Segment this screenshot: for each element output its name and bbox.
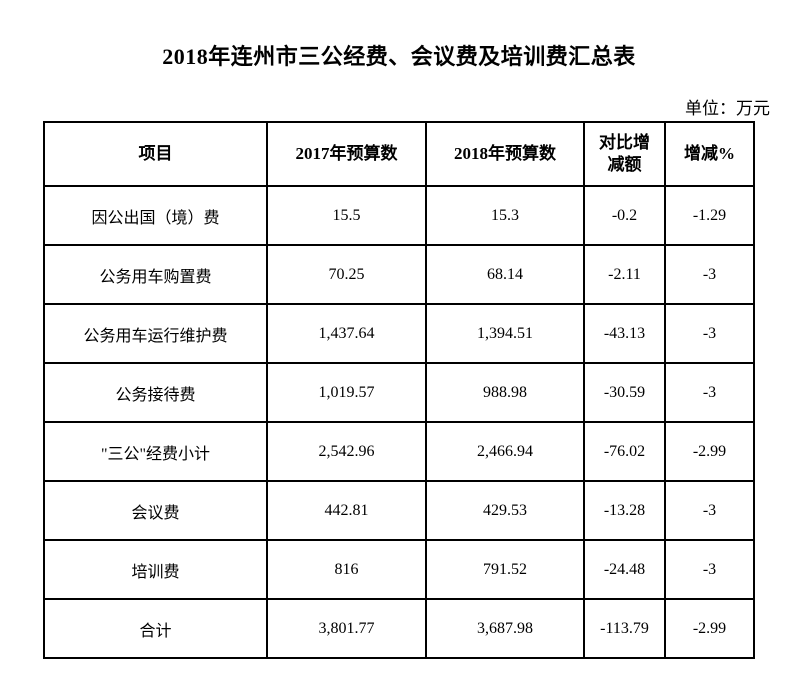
cell-budget-2018: 988.98 [425, 362, 585, 423]
table-row: 公务用车运行维护费 1,437.64 1,394.51 -43.13 -3 [43, 303, 755, 364]
cell-change: -24.48 [583, 539, 666, 600]
cell-budget-2018: 2,466.94 [425, 421, 585, 482]
cell-budget-2017: 1,437.64 [266, 303, 427, 364]
cell-change-pct: -3 [664, 362, 755, 423]
summary-table: 项目 2017年预算数 2018年预算数 对比增减额 增减% 因公出国（境）费 … [43, 121, 755, 659]
cell-budget-2018: 3,687.98 [425, 598, 585, 659]
cell-item: 培训费 [43, 539, 268, 600]
cell-item: 公务用车运行维护费 [43, 303, 268, 364]
cell-change-pct: -2.99 [664, 598, 755, 659]
col-header-budget-2017: 2017年预算数 [266, 121, 427, 187]
cell-change: -0.2 [583, 185, 666, 246]
cell-budget-2018: 1,394.51 [425, 303, 585, 364]
col-header-change-amount: 对比增减额 [583, 121, 666, 187]
cell-budget-2017: 1,019.57 [266, 362, 427, 423]
cell-item: 公务接待费 [43, 362, 268, 423]
header-row: 项目 2017年预算数 2018年预算数 对比增减额 增减% [43, 121, 755, 187]
cell-change: -30.59 [583, 362, 666, 423]
table-row: 会议费 442.81 429.53 -13.28 -3 [43, 480, 755, 541]
cell-change-pct: -1.29 [664, 185, 755, 246]
cell-item: "三公"经费小计 [43, 421, 268, 482]
cell-change-pct: -3 [664, 480, 755, 541]
unit-label: 单位：万元 [685, 99, 770, 118]
cell-item: 会议费 [43, 480, 268, 541]
cell-change: -13.28 [583, 480, 666, 541]
cell-budget-2018: 68.14 [425, 244, 585, 305]
cell-budget-2018: 791.52 [425, 539, 585, 600]
cell-change: -76.02 [583, 421, 666, 482]
cell-change-pct: -3 [664, 539, 755, 600]
table-row: 合计 3,801.77 3,687.98 -113.79 -2.99 [43, 598, 755, 659]
cell-budget-2017: 3,801.77 [266, 598, 427, 659]
col-header-item: 项目 [43, 121, 268, 187]
cell-item: 因公出国（境）费 [43, 185, 268, 246]
cell-budget-2017: 15.5 [266, 185, 427, 246]
table-row: 培训费 816 791.52 -24.48 -3 [43, 539, 755, 600]
cell-item: 公务用车购置费 [43, 244, 268, 305]
cell-change: -2.11 [583, 244, 666, 305]
cell-item: 合计 [43, 598, 268, 659]
table-row: 公务用车购置费 70.25 68.14 -2.11 -3 [43, 244, 755, 305]
cell-budget-2018: 429.53 [425, 480, 585, 541]
table-row: 公务接待费 1,019.57 988.98 -30.59 -3 [43, 362, 755, 423]
cell-budget-2018: 15.3 [425, 185, 585, 246]
table-row: "三公"经费小计 2,542.96 2,466.94 -76.02 -2.99 [43, 421, 755, 482]
col-header-budget-2018: 2018年预算数 [425, 121, 585, 187]
cell-change-pct: -3 [664, 244, 755, 305]
cell-budget-2017: 816 [266, 539, 427, 600]
cell-budget-2017: 442.81 [266, 480, 427, 541]
table-row: 因公出国（境）费 15.5 15.3 -0.2 -1.29 [43, 185, 755, 246]
cell-change-pct: -2.99 [664, 421, 755, 482]
cell-change: -43.13 [583, 303, 666, 364]
cell-change-pct: -3 [664, 303, 755, 364]
cell-change: -113.79 [583, 598, 666, 659]
cell-budget-2017: 70.25 [266, 244, 427, 305]
cell-budget-2017: 2,542.96 [266, 421, 427, 482]
col-header-change-pct: 增减% [664, 121, 755, 187]
page-title: 2018年连州市三公经费、会议费及培训费汇总表 [162, 44, 636, 69]
